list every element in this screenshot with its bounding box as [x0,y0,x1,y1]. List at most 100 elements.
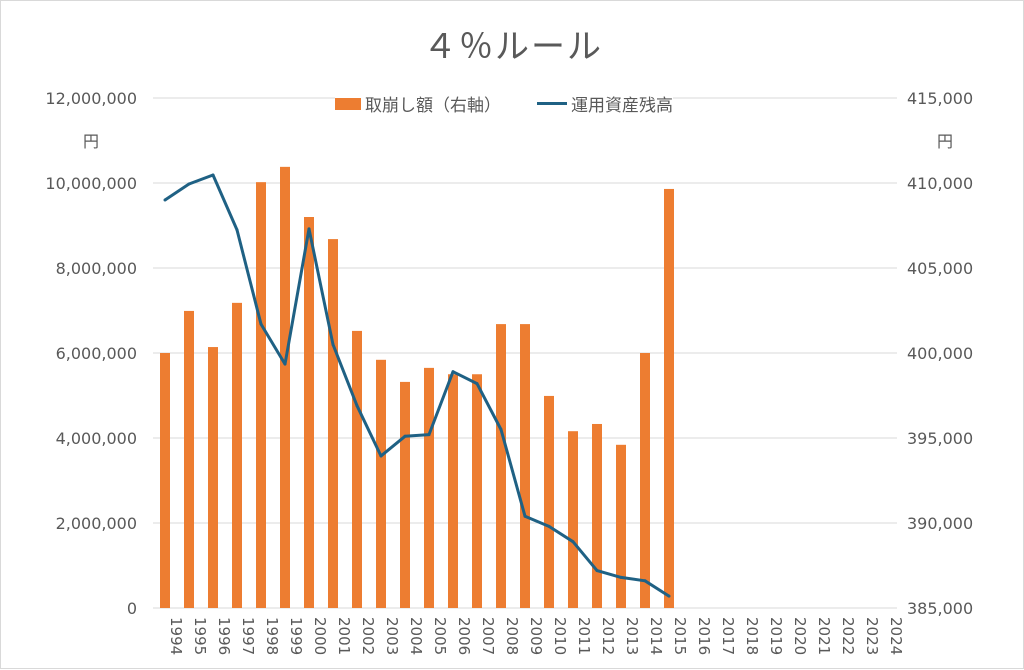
x-tick-label: 2000 [311,617,329,655]
x-tick-label: 2014 [647,617,665,655]
line-point [643,579,647,583]
right-tick-label: 395,000 [907,429,973,448]
x-tick-label: 2006 [455,617,473,655]
x-tick-label: 1997 [239,617,257,655]
line-point [283,362,287,366]
line-point [523,514,527,518]
x-tick-label: 2001 [335,617,353,655]
x-tick-label: 2018 [743,617,761,655]
bar [232,302,242,608]
legend-swatch-bar [335,97,361,110]
bar [520,324,530,608]
line-point [427,433,431,437]
line-point [547,524,551,528]
left-axis-unit: 円 [83,132,100,151]
left-tick-label: 6,000,000 [56,344,137,363]
x-tick-label: 2023 [863,617,881,655]
bar [256,182,266,608]
right-axis-unit: 円 [937,132,954,151]
right-tick-label: 405,000 [907,259,973,278]
x-tick-label: 1994 [167,617,185,655]
x-tick-label: 2005 [431,617,449,655]
left-tick-label: 10,000,000 [45,174,137,193]
bar [664,188,674,608]
line-point [235,228,239,232]
line-point [379,454,383,458]
x-tick-label: 1995 [191,617,209,655]
line-point [187,182,191,186]
left-tick-label: 4,000,000 [56,429,137,448]
x-tick-label: 2015 [671,617,689,655]
left-tick-label: 2,000,000 [56,514,137,533]
bar [280,166,290,608]
legend-swatch-line [537,102,567,105]
left-tick-label: 8,000,000 [56,259,137,278]
left-tick-label: 12,000,000 [45,89,137,108]
right-tick-label: 385,000 [907,599,973,618]
x-tick-label: 2009 [527,617,545,655]
legend-label-line: 運用資産残高 [571,96,673,116]
line-point [211,173,215,177]
x-tick-label: 2016 [695,617,713,655]
right-tick-label: 390,000 [907,514,973,533]
bar [376,359,386,608]
legend-label-bar: 取崩し額（右軸） [365,96,501,116]
x-tick-label: 1996 [215,617,233,655]
bar [640,353,650,608]
right-tick-label: 410,000 [907,174,973,193]
line-point [307,227,311,231]
right-tick-label: 400,000 [907,344,973,363]
bar [160,353,170,608]
bar [472,374,482,608]
line-point [331,343,335,346]
bar [568,431,578,608]
bar [496,324,506,608]
x-tick-label: 2007 [479,617,497,655]
x-tick-label: 2021 [815,617,833,655]
bar [208,347,218,608]
line-point [475,382,479,386]
x-tick-label: 2010 [551,617,569,655]
x-tick-label: 2019 [767,617,785,655]
line-point [451,370,455,374]
bar [424,367,434,608]
line-point [163,198,167,202]
line-point [355,404,359,408]
x-tick-label: 1998 [263,617,281,655]
x-tick-label: 2003 [383,617,401,655]
line-point [595,569,599,573]
x-tick-label: 2022 [839,617,857,655]
x-tick-label: 2008 [503,617,521,655]
line-point [259,322,263,326]
x-tick-label: 2004 [407,617,425,655]
x-tick-label: 2011 [575,617,593,655]
right-tick-label: 415,000 [907,89,973,108]
bar [400,381,410,608]
line-point [499,428,503,431]
bar [328,239,338,608]
x-tick-label: 2017 [719,617,737,655]
line-series [164,173,670,598]
line-point [667,594,671,598]
line-point [403,434,407,438]
bar [448,374,458,608]
line-point [619,575,623,579]
x-tick-label: 2020 [791,617,809,655]
bar [352,330,362,608]
x-tick-label: 2024 [887,617,905,655]
bar [544,395,554,608]
x-tick-label: 2013 [623,617,641,655]
x-tick-label: 1999 [287,617,305,655]
bar [592,423,602,608]
x-tick-label: 2012 [599,617,617,655]
bar [304,217,314,608]
left-tick-label: 0 [127,599,137,618]
x-tick-label: 2002 [359,617,377,655]
bar [184,310,194,608]
legend: 取崩し額（右軸） 運用資産残高 [335,91,673,116]
chart-title: ４％ルール [423,27,603,67]
line-point [571,540,575,544]
bar [616,444,626,608]
